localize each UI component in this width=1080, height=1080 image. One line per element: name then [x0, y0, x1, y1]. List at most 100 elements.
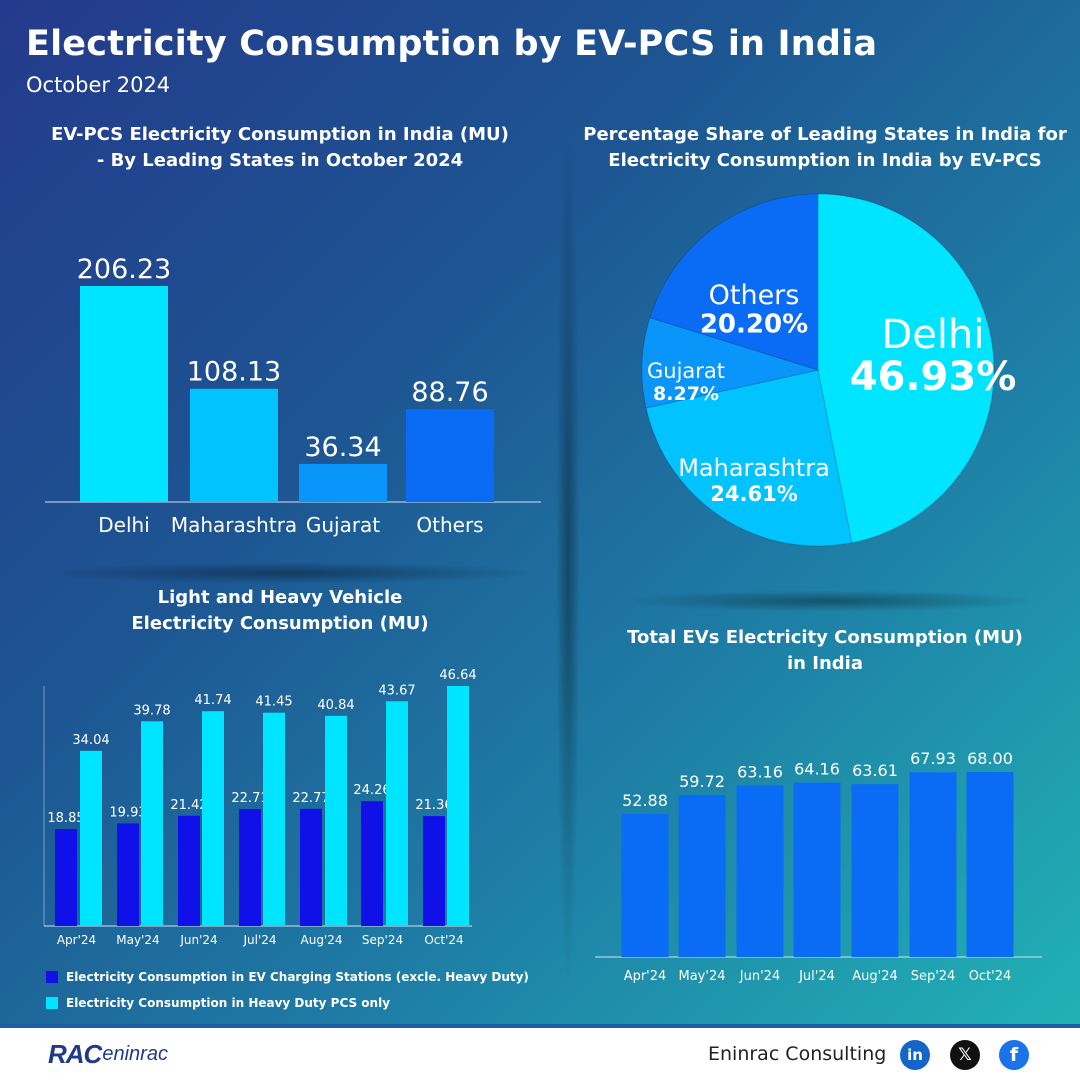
lh-bar — [325, 715, 347, 926]
pie-slice — [649, 193, 819, 371]
light-heavy-legend: Electricity Consumption in EV Charging S… — [46, 964, 529, 1016]
lh-bar — [423, 816, 445, 926]
states-bar-chart-title: EV-PCS Electricity Consumption in India … — [51, 124, 509, 171]
lh-category-label: Sep'24 — [362, 933, 403, 947]
total-bar — [793, 782, 841, 957]
lh-bar-value: 24.26 — [353, 783, 390, 798]
panel-divider-left — [40, 562, 540, 584]
lh-bar — [447, 686, 469, 926]
pie-slice-value: 24.61% — [710, 482, 797, 506]
total-category-label: Jul'24 — [798, 969, 835, 984]
lh-bar-value: 46.64 — [439, 668, 476, 683]
total-bar-value: 63.61 — [852, 761, 898, 780]
lh-bar-value: 19.93 — [109, 805, 146, 820]
states-bar-value: 108.13 — [187, 357, 281, 388]
lh-bar — [141, 721, 163, 926]
pie-slice-value: 46.93% — [850, 354, 1017, 400]
total-category-label: Sep'24 — [911, 969, 956, 984]
lh-bar — [239, 809, 261, 926]
lh-bar — [202, 711, 224, 926]
lh-bar — [263, 712, 285, 926]
lh-bar-value: 21.36 — [415, 798, 452, 813]
lh-bar-value: 22.71 — [231, 791, 268, 806]
lh-category-label: Oct'24 — [424, 933, 463, 947]
total-category-label: Aug'24 — [852, 969, 898, 984]
states-bar — [299, 463, 387, 502]
pie-slice — [817, 193, 995, 544]
pie-slice-label: Maharashtra — [678, 454, 830, 482]
states-bar — [406, 409, 494, 502]
states-bar-value: 206.23 — [77, 254, 171, 285]
pie-slice-label: Gujarat — [647, 359, 725, 383]
pie-slice-label: Delhi — [882, 312, 985, 358]
lh-bar-value: 39.78 — [133, 703, 170, 718]
states-bar — [80, 286, 168, 502]
lh-bar-value: 22.77 — [292, 791, 329, 806]
total-bar-value: 68.00 — [967, 749, 1013, 768]
states-bar — [190, 388, 278, 502]
lh-category-label: Jun'24 — [179, 933, 217, 947]
total-category-label: Jun'24 — [739, 969, 780, 984]
lh-bar — [386, 701, 408, 926]
total-bar-value: 67.93 — [910, 749, 956, 768]
legend-item-light: Electricity Consumption in EV Charging S… — [46, 964, 529, 990]
total-bar-value: 59.72 — [679, 772, 725, 791]
lh-bar-value: 43.67 — [378, 683, 415, 698]
company-name: Eninrac Consulting — [708, 1043, 887, 1065]
total-bar-value: 64.16 — [794, 760, 840, 779]
lh-bar — [178, 815, 200, 926]
states-bar-value: 88.76 — [411, 377, 488, 408]
total-bar-value: 52.88 — [622, 791, 668, 810]
states-category-label: Delhi — [98, 513, 150, 537]
lh-bar-value: 40.84 — [317, 698, 354, 713]
logo-eninrac: eninrac — [102, 1042, 168, 1065]
pie-slice-value: 8.27% — [653, 383, 719, 405]
light-heavy-chart-title: Light and Heavy Vehicle Electricity Cons… — [131, 587, 429, 634]
lh-bar — [117, 823, 139, 926]
panel-divider-vertical — [556, 130, 580, 990]
total-ev-chart-title: Total EVs Electricity Consumption (MU) i… — [627, 627, 1023, 674]
pie-slice-label: Others — [709, 280, 800, 311]
total-bar — [966, 772, 1014, 957]
lh-bar — [55, 829, 77, 926]
states-bar-value: 36.34 — [304, 432, 381, 463]
states-bar-chart: 206.23 Delhi 108.13 Maharashtra 36.34 Gujarat… — [45, 254, 541, 537]
lh-category-label: Aug'24 — [301, 933, 343, 947]
lh-bar-value: 34.04 — [72, 733, 109, 748]
pie-slice-value: 20.20% — [700, 309, 808, 339]
lh-bar — [361, 801, 383, 926]
lh-bar — [300, 808, 322, 926]
lh-category-label: May'24 — [116, 933, 159, 947]
panel-divider-right — [620, 590, 1040, 612]
lh-bar-value: 18.85 — [47, 811, 84, 826]
page-subtitle: October 2024 — [26, 73, 171, 97]
x-icon[interactable]: 𝕏 — [950, 1040, 980, 1070]
total-bar — [678, 795, 726, 957]
legend-label-heavy: Electricity Consumption in Heavy Duty PC… — [66, 996, 391, 1010]
logo-rac: RAC — [48, 1038, 102, 1069]
total-bar — [909, 772, 957, 957]
lh-bar — [80, 750, 102, 926]
page-title: Electricity Consumption by EV-PCS in Ind… — [26, 24, 878, 64]
linkedin-icon[interactable]: in — [900, 1040, 930, 1070]
total-bar — [621, 814, 669, 957]
footer: RAC eninrac Eninrac Consulting in 𝕏 f — [0, 1024, 1080, 1080]
pie-slice — [641, 317, 820, 409]
legend-item-heavy: Electricity Consumption in Heavy Duty PC… — [46, 990, 529, 1016]
lh-bar-value: 41.74 — [194, 693, 231, 708]
legend-swatch-heavy — [46, 997, 58, 1009]
total-category-label: May'24 — [679, 969, 726, 984]
states-category-label: Maharashtra — [171, 513, 297, 537]
lh-category-label: Jul'24 — [242, 933, 276, 947]
total-category-label: Oct'24 — [969, 969, 1012, 984]
total-bar — [736, 785, 784, 957]
states-pie-chart-title: Percentage Share of Leading States in In… — [583, 124, 1067, 171]
total-bar-value: 63.16 — [737, 762, 783, 781]
legend-swatch-light — [46, 971, 58, 983]
company-logo: RAC eninrac — [48, 1038, 168, 1070]
facebook-icon[interactable]: f — [999, 1040, 1029, 1070]
total-category-label: Apr'24 — [624, 969, 667, 984]
pie-slice — [645, 369, 853, 547]
